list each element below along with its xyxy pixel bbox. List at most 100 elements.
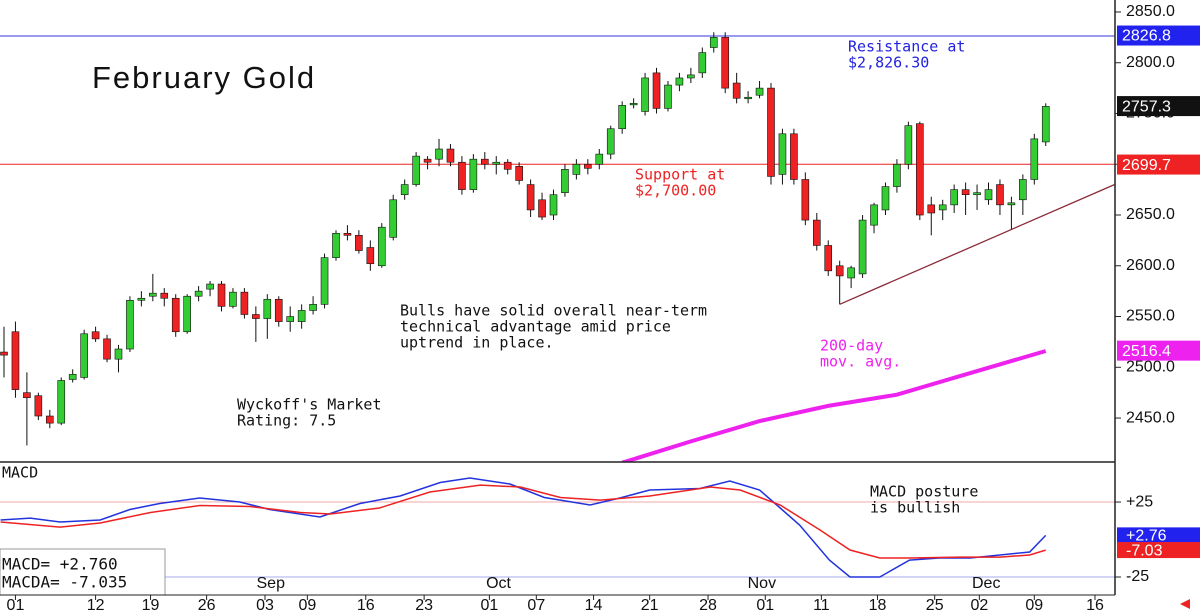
candle-body xyxy=(68,374,77,380)
candle-body xyxy=(263,298,272,319)
price-flag-label: 2826.8 xyxy=(1122,28,1171,45)
candle-body xyxy=(171,297,180,333)
y-tick-label: 2800.0 xyxy=(1126,54,1175,71)
x-tick-label: 23 xyxy=(415,597,433,614)
candle-body xyxy=(252,314,260,319)
candle-body xyxy=(984,189,993,201)
candle-body xyxy=(160,292,169,299)
candle-body xyxy=(114,348,123,360)
readout-box xyxy=(0,548,166,596)
x-tick-label: 02 xyxy=(970,597,988,614)
candle-body xyxy=(217,283,226,307)
candle-body xyxy=(515,165,523,181)
annotation: technical advantage amid price xyxy=(400,318,671,336)
candle-body xyxy=(790,133,798,180)
y-tick-label: 2600.0 xyxy=(1126,257,1175,274)
price-panel xyxy=(0,32,1115,462)
x-tick-label: 01 xyxy=(7,597,25,614)
candle-body xyxy=(652,72,661,109)
candle-body xyxy=(194,290,203,297)
candle-body xyxy=(561,169,569,193)
price-flag-label: 2699.7 xyxy=(1122,157,1171,174)
x-tick-label: 09 xyxy=(1025,597,1043,614)
candle-body xyxy=(698,52,707,74)
x-tick-label: 07 xyxy=(527,597,545,614)
candle-body xyxy=(778,133,787,175)
candle-body xyxy=(492,161,501,165)
candle-body xyxy=(687,74,695,79)
candle-body xyxy=(91,331,100,340)
month-label: Sep xyxy=(257,575,286,592)
annotation: uptrend in place. xyxy=(400,334,554,352)
y-tick-label: 2650.0 xyxy=(1126,206,1175,223)
candle-body xyxy=(950,189,958,206)
readout: MACD= +2.760 xyxy=(2,555,118,574)
macd-title: MACD xyxy=(2,464,38,482)
price-flag xyxy=(1117,340,1200,361)
candle-body xyxy=(755,87,764,96)
x-tick-label: 01 xyxy=(756,597,774,614)
candle-body xyxy=(469,158,478,190)
candle-body xyxy=(229,291,237,307)
candle-body xyxy=(366,247,375,265)
candle-body xyxy=(1007,202,1016,206)
candle-body xyxy=(996,184,1004,206)
candle-body xyxy=(481,158,489,165)
trendline xyxy=(839,184,1115,305)
scroll-arrow[interactable] xyxy=(1180,599,1190,609)
x-tick-label: 25 xyxy=(926,597,944,614)
x-tick-label: 28 xyxy=(699,597,717,614)
x-tick-label: 12 xyxy=(87,597,105,614)
candle-body xyxy=(893,163,901,187)
x-tick-label: 01 xyxy=(480,597,498,614)
candle-body xyxy=(389,199,398,238)
candle-body xyxy=(538,199,546,218)
candle-body xyxy=(423,158,432,163)
candle-body xyxy=(137,297,146,301)
candle-body xyxy=(812,219,821,246)
x-tick-label: 14 xyxy=(585,597,603,614)
month-label: Oct xyxy=(486,575,511,592)
candle-body xyxy=(904,125,913,165)
candle-body xyxy=(916,123,924,216)
price-flag xyxy=(1117,96,1200,117)
candle-body xyxy=(23,392,31,399)
candle-body xyxy=(572,163,581,175)
price-flag xyxy=(1117,25,1200,46)
x-tick-label: 11 xyxy=(813,597,830,614)
candle-body xyxy=(412,155,420,185)
annotation: MACD posture xyxy=(870,483,978,501)
candle-body xyxy=(355,235,363,251)
annotation: Resistance at xyxy=(848,38,965,56)
candle-body xyxy=(629,103,638,106)
month-label: Dec xyxy=(972,575,1000,592)
candle-body xyxy=(858,219,867,275)
candle-body xyxy=(183,295,191,333)
candle-body xyxy=(675,77,684,86)
candle-body xyxy=(847,267,855,279)
x-tick-label: 16 xyxy=(1086,597,1104,614)
annotation: Support at xyxy=(635,166,725,184)
x-tick-label: 16 xyxy=(357,597,375,614)
candle-body xyxy=(0,351,8,356)
annotation: Wyckoff's Market xyxy=(237,396,382,414)
y-tick-label: 2850.0 xyxy=(1126,3,1175,20)
macd-line xyxy=(0,484,1046,559)
moving-average xyxy=(621,349,1047,462)
macd-flag xyxy=(1117,542,1200,559)
candle-body xyxy=(377,226,386,267)
x-tick-label: 26 xyxy=(198,597,216,614)
price-flag-label: 2757.3 xyxy=(1122,98,1171,115)
candle-body xyxy=(34,395,43,417)
x-tick-label: 19 xyxy=(142,597,160,614)
annotation: Bulls have solid overall near-term xyxy=(400,302,707,320)
annotation: $2,826.30 xyxy=(848,54,929,72)
candle-body xyxy=(320,257,329,305)
candle-body xyxy=(1019,179,1027,201)
x-tick-label: 18 xyxy=(869,597,887,614)
candle-body xyxy=(458,161,466,190)
annotation: is bullish xyxy=(870,499,960,517)
candle-body xyxy=(126,299,134,350)
